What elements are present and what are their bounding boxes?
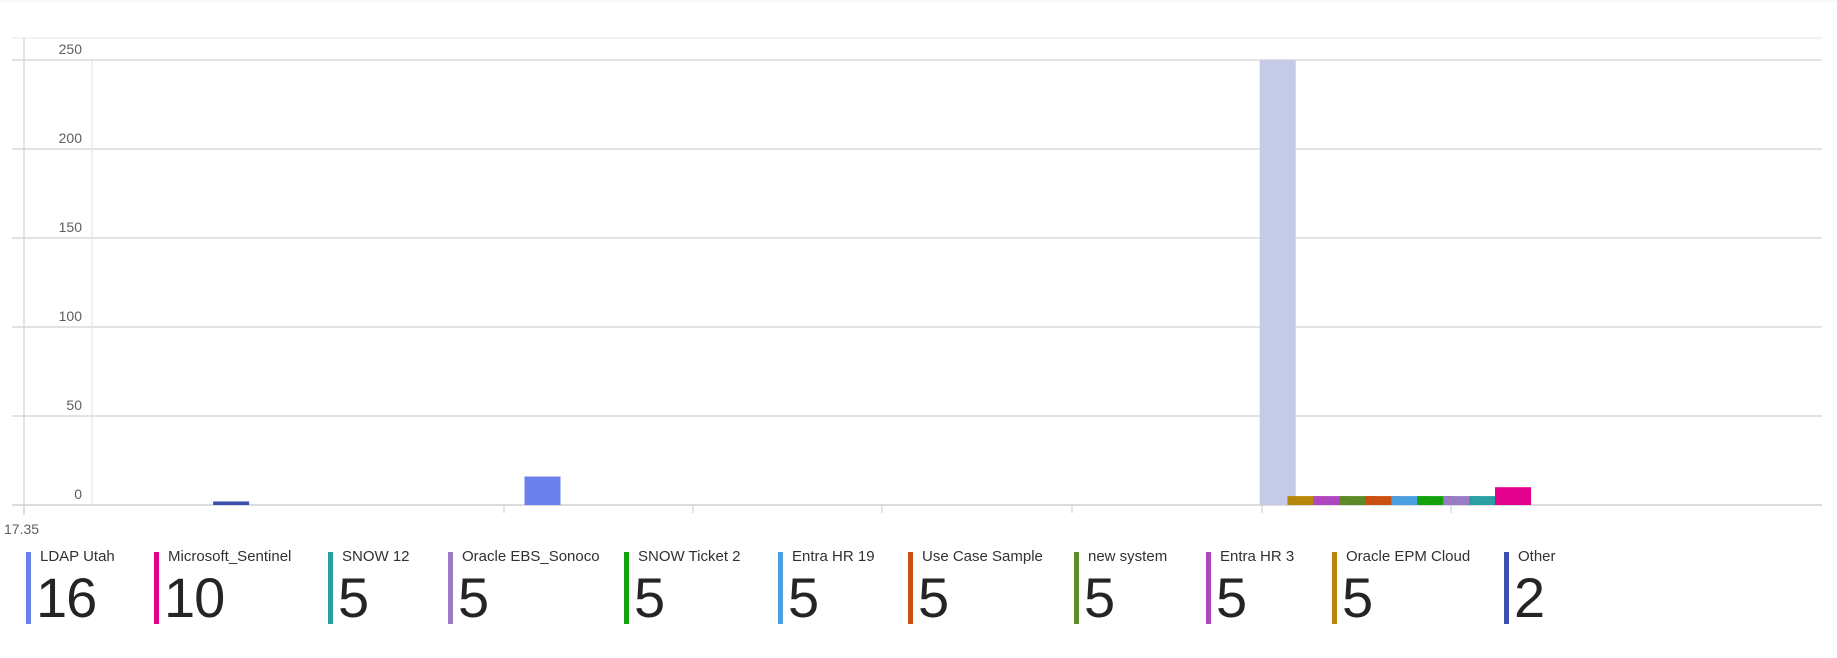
- bar-snow-12: [1469, 496, 1506, 505]
- bar-new-system: [1339, 496, 1376, 505]
- legend-color-swatch: [1332, 552, 1337, 624]
- bar-oracle-epm-cloud: [1287, 496, 1324, 505]
- bar-entra-hr-19: [1391, 496, 1428, 505]
- legend-color-swatch: [328, 552, 333, 624]
- legend-label: LDAP Utah: [40, 548, 115, 565]
- legend-value: 5: [458, 566, 489, 629]
- legend-color-swatch: [778, 552, 783, 624]
- legend-label: Oracle EPM Cloud: [1346, 548, 1471, 565]
- bar-entra-hr-3: [1313, 496, 1350, 505]
- legend-label: Use Case Sample: [922, 548, 1043, 565]
- legend-color-swatch: [908, 552, 913, 624]
- legend-value: 5: [918, 566, 949, 629]
- legend-label: SNOW Ticket 2: [638, 548, 741, 565]
- bar-microsoft-sentinel: [1495, 487, 1532, 505]
- legend-label: Microsoft_Sentinel: [168, 548, 292, 565]
- legend-value: 5: [1342, 566, 1373, 629]
- legend-value: 2: [1514, 566, 1545, 629]
- bar-oracle-ebs-sonoco: [1443, 496, 1480, 505]
- legend-color-swatch: [1206, 552, 1211, 624]
- legend-color-swatch: [1074, 552, 1079, 624]
- bar-chart: 0 50 100 150 200 250 17.35: [0, 0, 1837, 537]
- legend-color-swatch: [624, 552, 629, 624]
- y-tick-label: 0: [74, 486, 82, 502]
- legend-color-swatch: [448, 552, 453, 624]
- legend-value: 5: [338, 566, 369, 629]
- legend-label: Entra HR 3: [1220, 548, 1295, 565]
- chart-area: 0 50 100 150 200 250 17.35: [0, 0, 1837, 537]
- legend-value: 16: [36, 566, 97, 629]
- legend-value: 5: [788, 566, 819, 629]
- y-tick-label: 100: [59, 308, 83, 324]
- bar-snow-ticket-2: [1417, 496, 1454, 505]
- bar-ldap-utah: [524, 476, 561, 505]
- y-tick-label: 150: [59, 219, 83, 235]
- y-tick-label: 200: [59, 130, 83, 146]
- legend-color-swatch: [26, 552, 31, 624]
- chart-legend: LDAP Utah 16 Microsoft_Sentinel 10 SNOW 12 5 O…: [26, 548, 1826, 648]
- x-tick-label: 17.35: [4, 521, 39, 537]
- legend-value: 5: [1084, 566, 1115, 629]
- legend-color-swatch: [154, 552, 159, 624]
- legend-label: SNOW 12: [342, 548, 410, 565]
- y-tick-label: 50: [66, 397, 82, 413]
- legend-label: Entra HR 19: [792, 548, 875, 565]
- bar-other: [213, 501, 250, 505]
- legend-label: Oracle EBS_Sonoco: [462, 548, 600, 565]
- legend-value: 10: [164, 566, 225, 629]
- legend-value: 5: [1216, 566, 1247, 629]
- legend-label: new system: [1088, 548, 1168, 565]
- y-tick-label: 250: [59, 41, 83, 57]
- legend-label: Other: [1518, 548, 1556, 565]
- legend-color-swatch: [1504, 552, 1509, 624]
- bar-selected-bucket: [1259, 60, 1296, 505]
- bar-use-case-sample: [1365, 496, 1402, 505]
- legend-value: 5: [634, 566, 665, 629]
